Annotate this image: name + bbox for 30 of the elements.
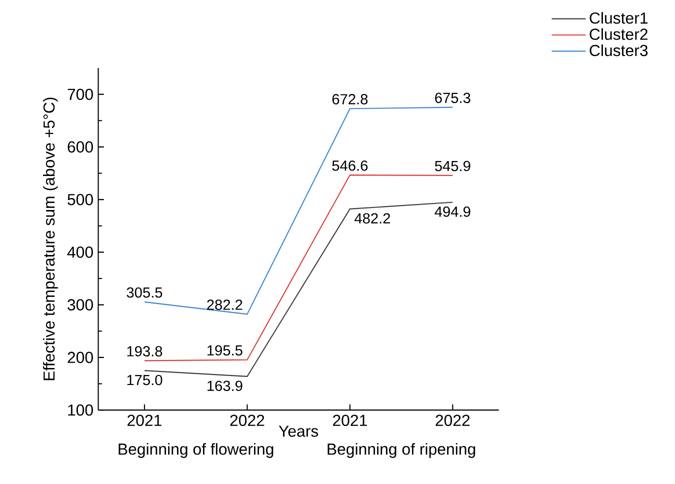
data-label: 175.0	[127, 374, 162, 386]
y-tick-label: 700	[68, 88, 93, 100]
data-label: 163.9	[208, 380, 242, 392]
data-label: 494.9	[434, 206, 470, 217]
y-tick-label: 300	[68, 299, 93, 311]
data-label: 546.6	[332, 160, 368, 171]
data-label: 675.3	[435, 92, 470, 104]
data-label: 195.5	[208, 345, 242, 356]
data-label: 305.5	[126, 287, 162, 298]
legend-label: Cluster2	[590, 28, 648, 40]
data-label: 282.2	[207, 300, 242, 310]
data-label: 482.2	[354, 213, 390, 224]
y-axis-title: Effective temperature sum (above +5°C)	[43, 98, 58, 380]
data-label: 672.8	[332, 94, 368, 105]
x-axis-title: Years	[278, 426, 318, 437]
legend-label: Cluster1	[590, 12, 648, 24]
data-label: 545.9	[434, 160, 470, 172]
data-label: 193.8	[127, 346, 162, 357]
x-tick-label: 2021	[332, 414, 367, 426]
y-tick-label: 600	[68, 141, 93, 153]
x-tick-label: 2021	[128, 414, 162, 426]
text: Beginning of flowering	[118, 443, 274, 458]
y-tick-label: 200	[68, 352, 93, 364]
x-tick-label: 2022	[230, 414, 264, 426]
y-tick-label: 500	[68, 194, 93, 206]
legend-label: Cluster3	[590, 44, 648, 56]
y-tick-label: 400	[67, 246, 93, 258]
x-tick-label: 2022	[436, 414, 470, 426]
y-tick-label: 100	[68, 404, 93, 416]
text: Beginning of ripening	[328, 443, 476, 458]
